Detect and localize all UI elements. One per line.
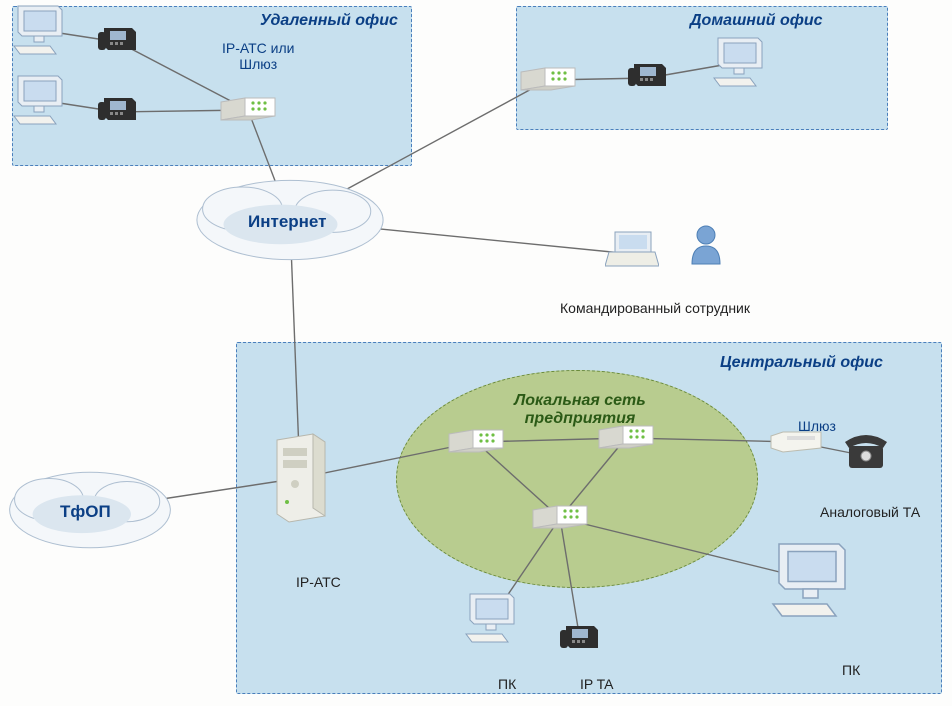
label-ip-ta: IP TA [580, 676, 613, 692]
label-ip-atc: IP-АТС [296, 574, 341, 590]
label-pc1: ПК [498, 676, 516, 692]
label-ip-atc-gateway: IP-АТС или Шлюз [222, 40, 295, 72]
label-traveler: Командированный сотрудник [560, 300, 750, 316]
label-analog-ta: Аналоговый ТА [820, 504, 920, 520]
title-lan: Локальная сеть предприятия [500, 392, 660, 428]
title-central-office: Центральный офис [720, 354, 883, 372]
label-tfop-cloud: ТфОП [60, 502, 111, 522]
label-gateway: Шлюз [798, 418, 836, 434]
title-remote-office: Удаленный офис [260, 12, 398, 30]
label-pc2: ПК [842, 662, 860, 678]
title-home-office: Домашний офис [690, 12, 823, 30]
label-internet-cloud: Интернет [248, 212, 326, 232]
